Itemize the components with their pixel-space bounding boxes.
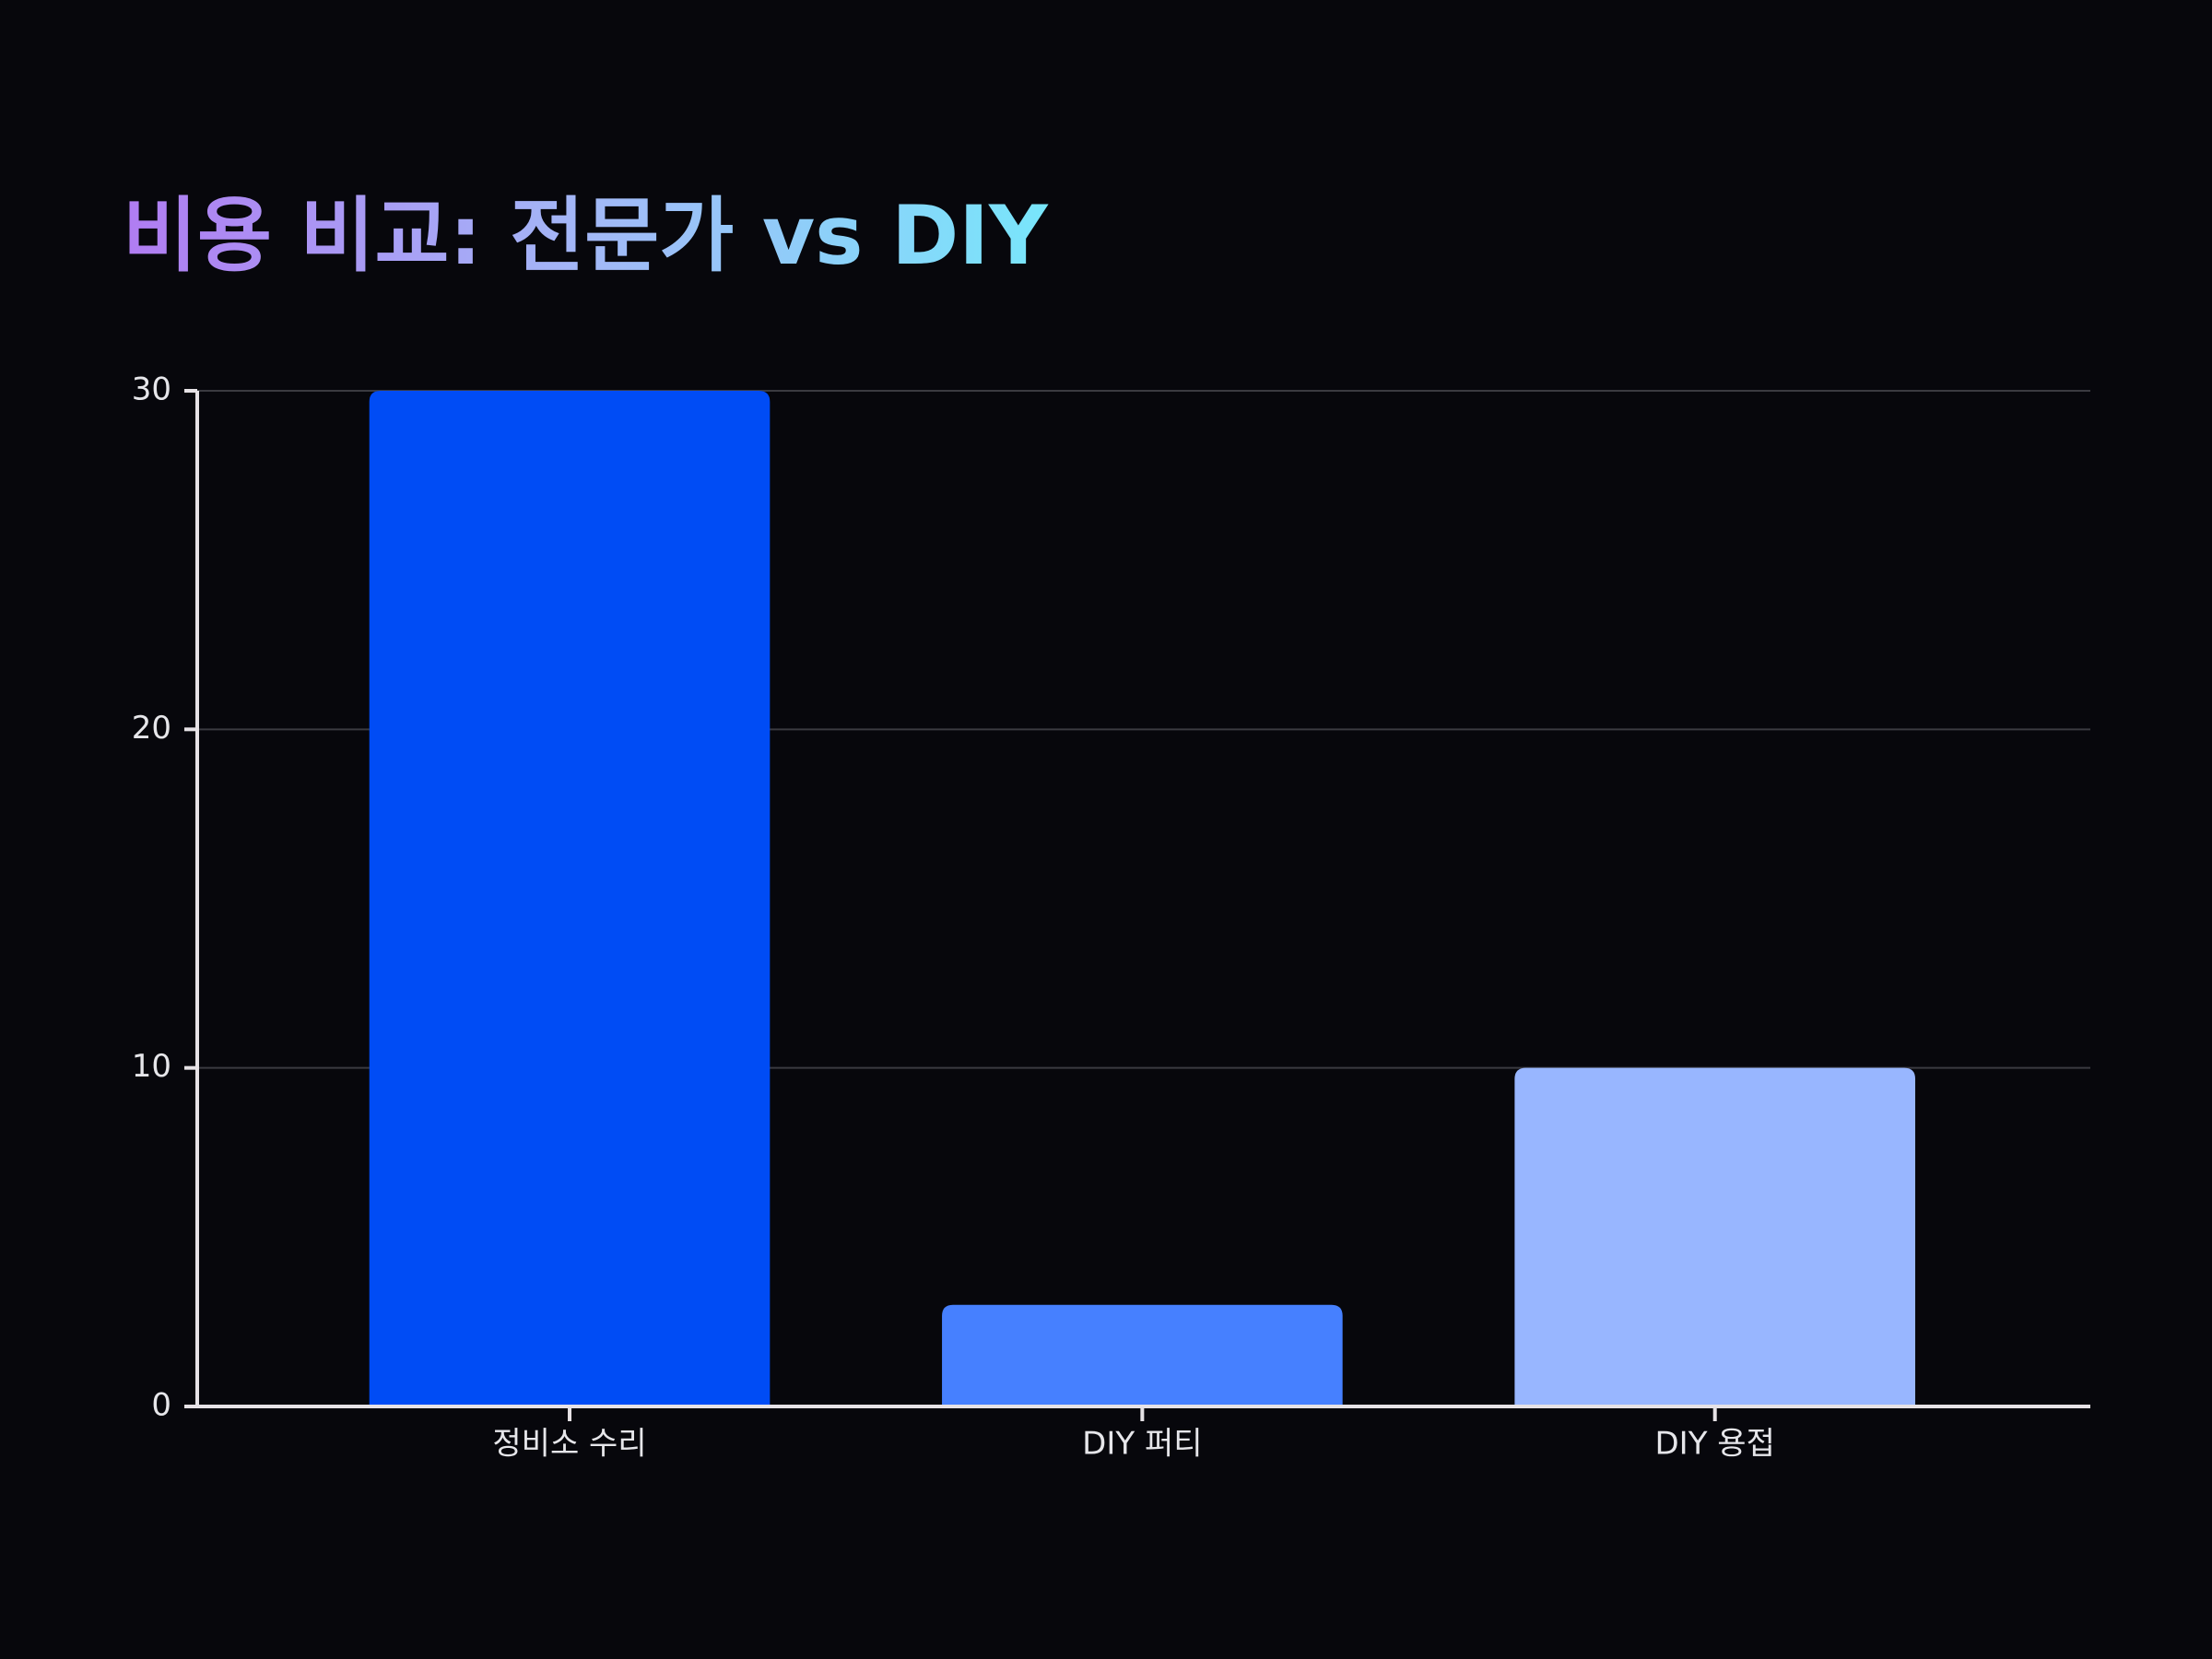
y-tick-label: 0 xyxy=(151,1387,171,1424)
y-tick-label: 30 xyxy=(132,371,171,408)
bar xyxy=(1514,1067,1916,1406)
x-tick-label: 정비소 수리 xyxy=(492,1426,646,1463)
chart-title: 비용 비교: 전문가 vs DIY xyxy=(123,188,1049,283)
x-tick-label: DIY 용접 xyxy=(1655,1426,1775,1463)
bar xyxy=(369,391,771,1406)
y-tick-label: 10 xyxy=(132,1048,171,1085)
y-tick-label: 20 xyxy=(132,710,171,747)
bar xyxy=(942,1304,1343,1406)
x-tick-label: DIY 퍼티 xyxy=(1082,1426,1202,1463)
